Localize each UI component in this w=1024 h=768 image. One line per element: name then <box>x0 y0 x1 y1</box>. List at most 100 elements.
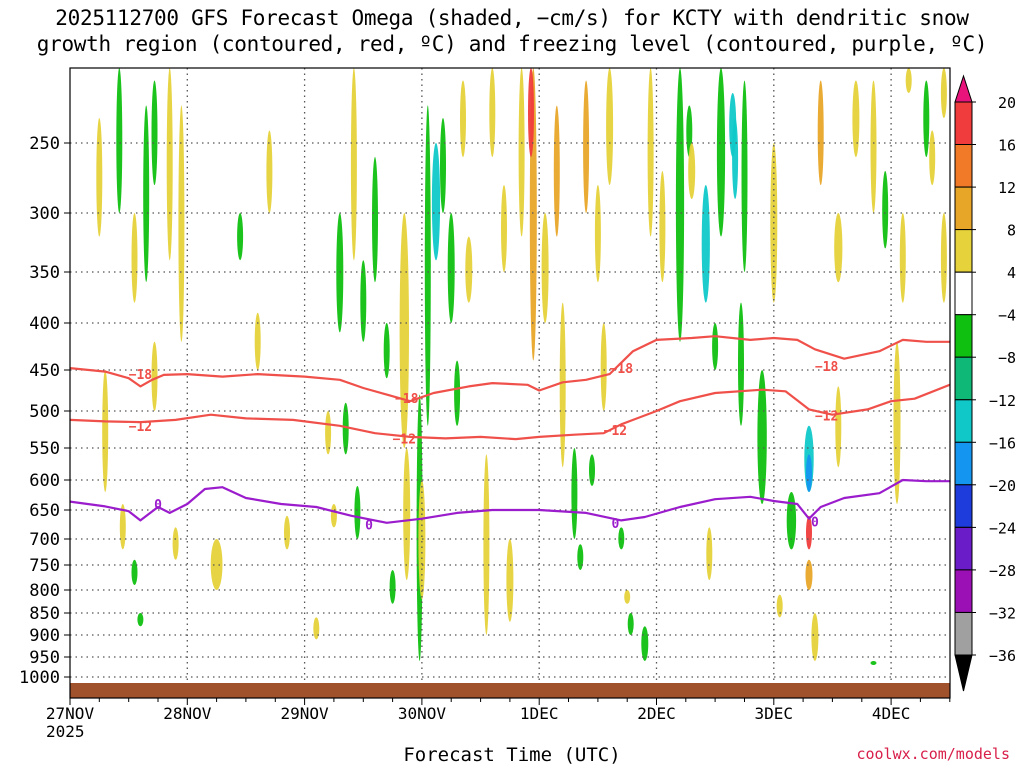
contour-label: 0 <box>811 516 819 531</box>
colorbar-label: −20 <box>989 477 1016 495</box>
omega-cell <box>447 213 455 323</box>
omega-cell <box>151 80 158 186</box>
omega-cell <box>817 80 824 186</box>
omega-cell <box>96 118 103 237</box>
x-tick-label: 28NOV <box>163 704 212 723</box>
contour-dgz <box>70 383 950 441</box>
colorbar-label: −36 <box>989 647 1016 665</box>
colorbar-box <box>954 484 973 528</box>
contour-label: 0 <box>611 517 619 532</box>
colorbar-label: 12 <box>998 179 1016 197</box>
contour-label: −12 <box>815 409 838 424</box>
contour-label: −12 <box>393 432 416 447</box>
colorbar-label: 16 <box>998 137 1016 155</box>
colorbar-box <box>954 314 973 358</box>
omega-cell <box>675 68 685 342</box>
omega-cell <box>559 302 566 468</box>
colorbar-label: −28 <box>989 562 1016 580</box>
omega-cell <box>325 411 332 455</box>
y-tick-label: 300 <box>29 204 60 224</box>
x-tick-label: 2DEC <box>637 704 676 723</box>
y-tick-label: 250 <box>29 134 60 154</box>
omega-cell <box>354 486 361 539</box>
omega-cell <box>237 213 244 261</box>
omega-cell <box>923 80 930 158</box>
colorbar: 20 16 12 8 4 −4 −8 −12 −16 −20 −24 −28 −32 −36 <box>954 74 1016 692</box>
colorbar-box <box>954 229 973 273</box>
omega-cell <box>940 212 947 303</box>
omega-cell <box>641 626 649 661</box>
colorbar-box <box>954 144 973 188</box>
y-tick-label: 600 <box>29 471 60 491</box>
x-tick-label: 27NOV <box>46 704 95 723</box>
y-tick-label: 900 <box>29 626 60 646</box>
y-tick-label: 400 <box>29 314 60 334</box>
ground-below-surface <box>70 683 950 698</box>
omega-cell <box>151 341 158 411</box>
x-tick-label: 30NOV <box>398 704 447 723</box>
y-tick-label: 750 <box>29 556 60 576</box>
omega-cell <box>905 68 912 93</box>
omega-cell <box>440 118 446 213</box>
omega-cell <box>741 80 748 273</box>
omega-shading <box>96 68 947 665</box>
omega-cell <box>116 68 123 213</box>
contour-label: −18 <box>815 360 839 375</box>
x-year-label: 2025 <box>46 722 85 741</box>
contour-lines: −18 −18 −18 −18 −12 −12 −12 −12 0 0 0 0 <box>70 335 950 534</box>
omega-cell <box>431 143 441 261</box>
y-tick-label: 650 <box>29 501 60 521</box>
y-tick-label: 350 <box>29 263 60 283</box>
omega-cell <box>313 617 320 640</box>
colorbar-label: −32 <box>989 605 1016 623</box>
omega-cell <box>757 370 767 504</box>
contour-label: −12 <box>129 420 152 435</box>
omega-cell <box>716 68 726 237</box>
omega-cell <box>483 454 490 635</box>
y-tick-label: 800 <box>29 581 60 601</box>
omega-cell <box>372 157 378 283</box>
omega-cell <box>732 118 739 199</box>
site-credit: coolwx.com/models <box>856 745 1010 763</box>
omega-cell <box>776 594 783 618</box>
omega-cell <box>940 68 947 118</box>
omega-cell <box>342 402 349 455</box>
omega-cell <box>330 504 337 528</box>
omega-cell <box>647 68 654 237</box>
omega-cell <box>893 341 901 504</box>
omega-cell <box>284 515 290 550</box>
y-axis: 2503003504004505005506006507007508008509… <box>19 134 70 688</box>
omega-cell <box>336 213 344 333</box>
y-tick-label: 950 <box>29 648 60 668</box>
colorbar-label: −16 <box>989 434 1016 452</box>
omega-cell <box>870 80 877 214</box>
x-axis: 27NOV 28NOV 29NOV 30NOV 1DEC 2DEC 3DEC 4DEC <box>46 698 951 723</box>
omega-cell <box>210 539 223 590</box>
omega-cell <box>389 570 396 604</box>
omega-cell <box>594 185 601 283</box>
omega-cell <box>119 504 126 550</box>
contour-label: 0 <box>365 519 373 534</box>
omega-cell <box>627 613 634 635</box>
colorbar-label: −4 <box>998 307 1016 325</box>
omega-cell <box>541 213 549 323</box>
colorbar-label: −8 <box>998 349 1016 367</box>
omega-cell <box>350 68 357 261</box>
omega-cell <box>806 454 812 493</box>
colorbar-box <box>954 526 973 571</box>
colorbar-box <box>954 569 973 613</box>
omega-cell <box>460 80 466 158</box>
omega-cell <box>870 661 877 665</box>
omega-cell <box>806 515 812 550</box>
omega-cell <box>706 527 713 580</box>
y-tick-label: 500 <box>29 402 60 422</box>
omega-cell <box>418 479 426 600</box>
contour-label: 0 <box>154 498 162 513</box>
omega-cell <box>659 171 666 283</box>
colorbar-min-arrow <box>954 654 973 692</box>
x-tick-label: 29NOV <box>281 704 330 723</box>
omega-cell <box>688 143 696 199</box>
omega-cell <box>600 323 607 411</box>
omega-cell <box>712 323 719 370</box>
